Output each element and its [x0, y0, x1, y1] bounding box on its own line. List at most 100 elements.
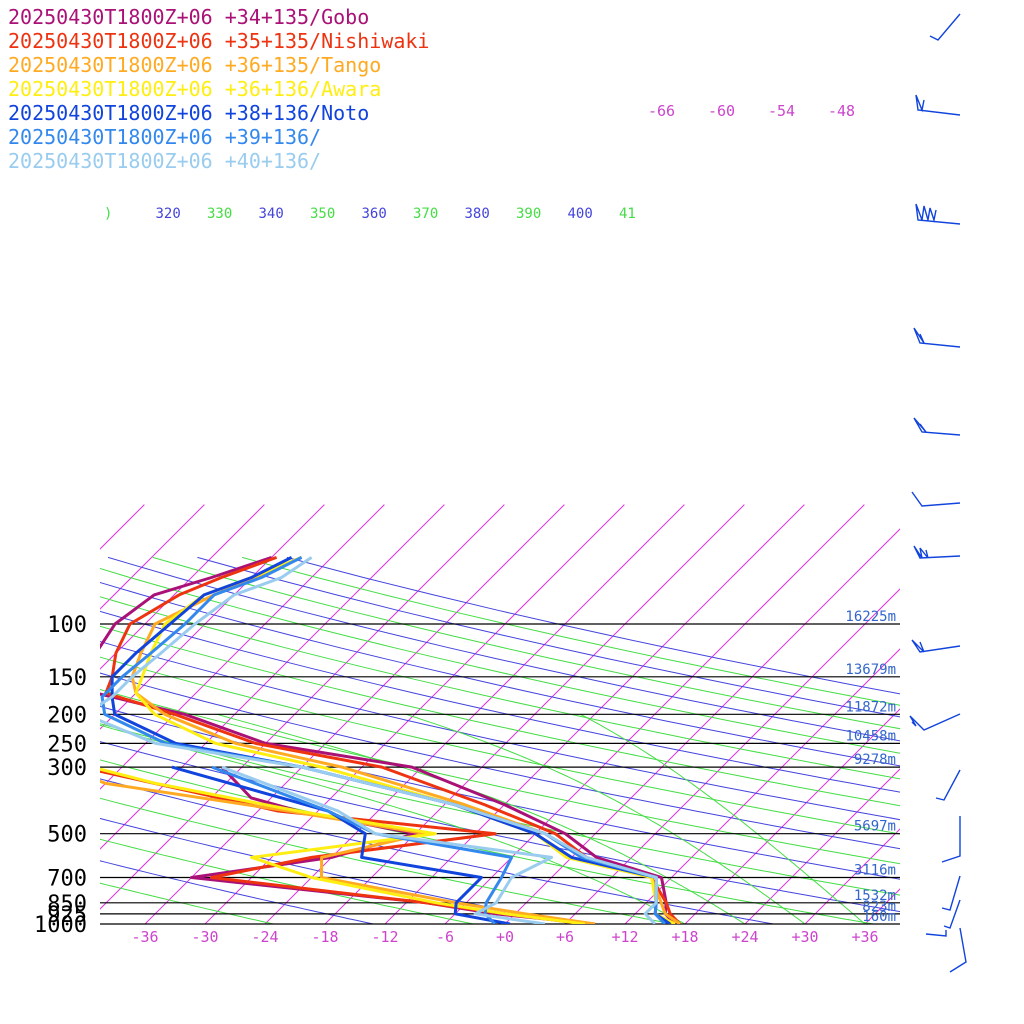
legend: 20250430T1800Z+06 +34+135/Gobo20250430T1…: [8, 5, 429, 173]
isotherm-line: [100, 504, 265, 670]
theta-label: 330: [207, 206, 232, 222]
dry-adiabat-line: [100, 860, 376, 924]
dry-adiabat-line: [100, 640, 900, 821]
legend-entry: 20250430T1800Z+06 +40+136/: [8, 149, 321, 173]
theta-label: 380: [465, 206, 490, 222]
wind-barb: [915, 94, 961, 116]
wind-barb: [943, 899, 961, 929]
temperature-line-3: [134, 556, 676, 924]
isotherm-line: [985, 505, 1024, 924]
dry-adiabat-line: [107, 556, 900, 742]
temperature-tick-label: -24: [251, 928, 278, 946]
wind-barb: [913, 545, 961, 559]
legend-entry: 20250430T1800Z+06 +36+135/Tango: [8, 53, 381, 77]
wind-barb: [913, 417, 961, 436]
dry-adiabat-line: [100, 672, 900, 850]
wind-barb: [915, 203, 961, 225]
temperature-line-5: [100, 556, 667, 924]
wind-barb: [911, 639, 961, 653]
pressure-label: 700: [47, 867, 87, 892]
moist-adiabat-line: [405, 713, 806, 924]
moist-adiabat-line: [100, 724, 686, 924]
temperature-tick-label: +36: [851, 928, 878, 946]
isotherm-line: [744, 768, 900, 924]
legend-entry: 20250430T1800Z+06 +39+136/: [8, 125, 321, 149]
height-label: 3116m: [854, 863, 896, 879]
temperature-line-6: [100, 556, 658, 924]
isotherm-top-label: -48: [828, 102, 855, 120]
pressure-label: 100: [47, 613, 87, 638]
temperature-tick-label: +24: [731, 928, 758, 946]
wind-barb: [913, 327, 961, 348]
height-label: 823m: [862, 899, 896, 915]
temperature-tick-label: -36: [131, 928, 158, 946]
wind-barbs: [909, 13, 967, 973]
temperature-tick-label: +30: [791, 928, 818, 946]
isotherm-line: [100, 504, 205, 610]
temperature-line-0: [100, 555, 677, 924]
height-label: 16225m: [845, 609, 896, 625]
height-label: 13679m: [845, 662, 896, 678]
dewpoint-line-6: [221, 765, 554, 924]
theta-label: 370: [413, 206, 438, 222]
theta-label: 350: [310, 206, 335, 222]
temperature-tick-label: -12: [371, 928, 398, 946]
wind-barb: [949, 927, 967, 973]
theta-label: 360: [362, 206, 387, 222]
wind-barb: [935, 769, 961, 801]
theta-label: 320: [156, 206, 181, 222]
temperature-line-1: [104, 555, 682, 924]
dry-adiabat-line: [100, 596, 900, 780]
theta-label: ): [104, 206, 112, 222]
moist-adiabat-line: [580, 713, 866, 924]
dry-adiabat-line: [100, 688, 900, 865]
dry-adiabat-line: [100, 610, 900, 793]
isotherm-top-label: -54: [768, 102, 795, 120]
pressure-label: 300: [47, 756, 87, 781]
wind-barb: [929, 13, 961, 41]
pressure-label: 850: [47, 892, 87, 917]
pressure-label: 500: [47, 823, 87, 848]
temperature-line-2: [130, 556, 681, 924]
temperature-tick-label: -18: [311, 928, 338, 946]
dewpoint-line-2: [100, 779, 596, 924]
dry-adiabat-line: [100, 838, 477, 924]
isotherm-top-label: -60: [708, 102, 735, 120]
wind-barb: [925, 930, 947, 937]
wind-barb: [909, 713, 961, 731]
legend-entry: 20250430T1800Z+06 +34+135/Gobo: [8, 5, 369, 29]
height-label: 5697m: [854, 819, 896, 835]
theta-label: 340: [259, 206, 284, 222]
dry-adiabat-line: [100, 656, 900, 835]
sounding-profiles: [100, 555, 682, 924]
legend-entry: 20250430T1800Z+06 +36+136/Awara: [8, 77, 381, 101]
theta-label: 400: [568, 206, 593, 222]
dry-adiabat-line: [100, 581, 900, 767]
temperature-tick-label: +18: [671, 928, 698, 946]
wind-barb: [911, 491, 961, 507]
wind-barb: [941, 816, 961, 863]
temperature-tick-label: -6: [436, 928, 454, 946]
pressure-label: 1000: [34, 913, 87, 938]
height-label: 10458m: [845, 728, 896, 744]
theta-label: 390: [516, 206, 541, 222]
temperature-tick-label: -30: [191, 928, 218, 946]
theta-label: 41: [619, 206, 636, 222]
temperature-tick-label: +0: [496, 928, 514, 946]
isotherm-line: [804, 828, 900, 924]
height-label: 160m: [862, 909, 896, 925]
isotherm-top-label: -66: [648, 102, 675, 120]
pressure-label: 925: [47, 903, 87, 928]
isotherm-line: [0, 505, 24, 924]
wind-barb: [941, 875, 961, 911]
temperature-tick-label: +6: [556, 928, 574, 946]
dewpoint-line-5: [211, 765, 514, 924]
height-label: 9278m: [854, 752, 896, 768]
pressure-label: 200: [47, 703, 87, 728]
pressure-label: 150: [47, 666, 87, 691]
legend-entry: 20250430T1800Z+06 +35+135/Nishiwaki: [8, 29, 429, 53]
dry-adiabat-line: [100, 567, 900, 754]
dry-adiabat-line: [100, 882, 276, 924]
